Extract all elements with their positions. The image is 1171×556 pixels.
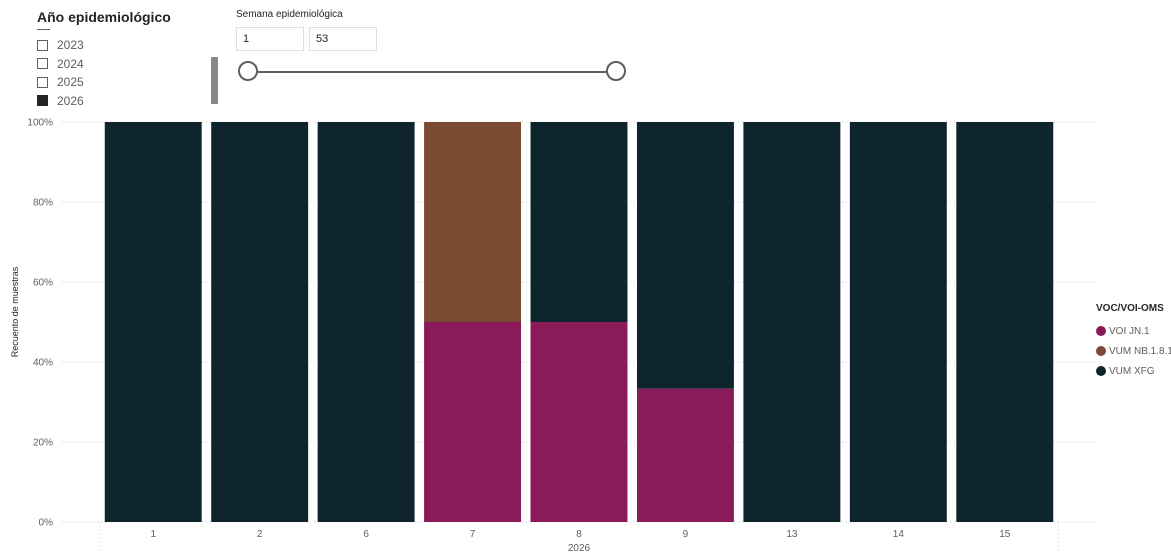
legend-marker-icon: [1096, 366, 1106, 376]
bar-segment-voi-jn-1: [636, 388, 734, 522]
legend-label: VOI JN.1: [1109, 325, 1150, 337]
x-tick-label: 8: [576, 529, 582, 540]
x-tick-label: 9: [683, 529, 689, 540]
year-option-2025[interactable]: 2025: [37, 73, 197, 92]
year-option-label: 2026: [57, 93, 84, 108]
y-tick-label: 40%: [33, 358, 53, 369]
x-tick-label: 1: [150, 529, 156, 540]
week-max-input[interactable]: [309, 27, 377, 51]
week-slicer: Semana epidemiológica: [236, 8, 636, 81]
legend-marker-icon: [1096, 326, 1106, 336]
bar-segment-vum-xfg: [211, 122, 309, 522]
legend-label: VUM XFG: [1109, 365, 1155, 377]
year-option-label: 2024: [57, 56, 84, 71]
year-option-label: 2025: [57, 75, 84, 90]
checkbox-icon[interactable]: [37, 95, 48, 107]
year-option-2023[interactable]: 2023: [37, 36, 197, 55]
y-tick-label: 80%: [33, 198, 53, 209]
legend-label: VUM NB.1.8.1: [1109, 345, 1171, 357]
week-slider-max-handle[interactable]: [606, 61, 626, 81]
week-slider-min-handle[interactable]: [238, 61, 258, 81]
legend-item[interactable]: VOI JN.1: [1096, 321, 1171, 341]
y-tick-label: 100%: [27, 118, 53, 129]
bar-segment-vum-xfg: [530, 122, 628, 322]
year-option-2024[interactable]: 2024: [37, 55, 197, 74]
year-option-label: 2023: [57, 38, 84, 53]
year-slicer: Año epidemiológico 2023 2024 2025 2026: [37, 8, 197, 110]
year-slicer-title: Año epidemiológico: [37, 9, 171, 25]
bar-segment-vum-xfg: [636, 122, 734, 389]
x-tick-label: 6: [363, 529, 369, 540]
x-axis-title: 2026: [568, 543, 591, 554]
checkbox-icon[interactable]: [37, 76, 48, 88]
x-tick-label: 2: [257, 529, 263, 540]
bar-segment-vum-xfg: [956, 122, 1054, 522]
checkbox-icon[interactable]: [37, 39, 48, 51]
x-tick-label: 15: [999, 529, 1011, 540]
week-slicer-title: Semana epidemiológica: [236, 9, 343, 20]
legend-item[interactable]: VUM XFG: [1096, 361, 1171, 381]
week-slider-track[interactable]: [248, 71, 618, 73]
bar-segment-voi-jn-1: [424, 322, 522, 522]
legend-item[interactable]: VUM NB.1.8.1: [1096, 341, 1171, 361]
bar-segment-vum-xfg: [849, 122, 947, 522]
bar-segment-vum-xfg: [317, 122, 415, 522]
slicer-scrollbar[interactable]: [211, 57, 218, 104]
x-tick-label: 14: [893, 529, 905, 540]
week-min-input[interactable]: [236, 27, 304, 51]
chart-legend: VOC/VOI-OMS VOI JN.1 VUM NB.1.8.1 VUM XFG: [1096, 302, 1171, 381]
legend-marker-icon: [1096, 346, 1106, 356]
year-slicer-divider: [37, 29, 50, 30]
x-tick-label: 7: [470, 529, 476, 540]
legend-title: VOC/VOI-OMS: [1096, 303, 1164, 314]
bar-segment-vum-nb-1-8-1: [424, 122, 522, 322]
bar-segment-voi-jn-1: [530, 322, 628, 522]
year-option-2026[interactable]: 2026: [37, 92, 197, 111]
y-tick-label: 60%: [33, 278, 53, 289]
x-tick-label: 13: [786, 529, 798, 540]
y-axis-title: Recuento de muestras: [10, 266, 20, 357]
bar-segment-vum-xfg: [104, 122, 202, 522]
y-tick-label: 0%: [39, 518, 54, 529]
y-tick-label: 20%: [33, 438, 53, 449]
bar-segment-vum-xfg: [743, 122, 841, 522]
checkbox-icon[interactable]: [37, 58, 48, 70]
